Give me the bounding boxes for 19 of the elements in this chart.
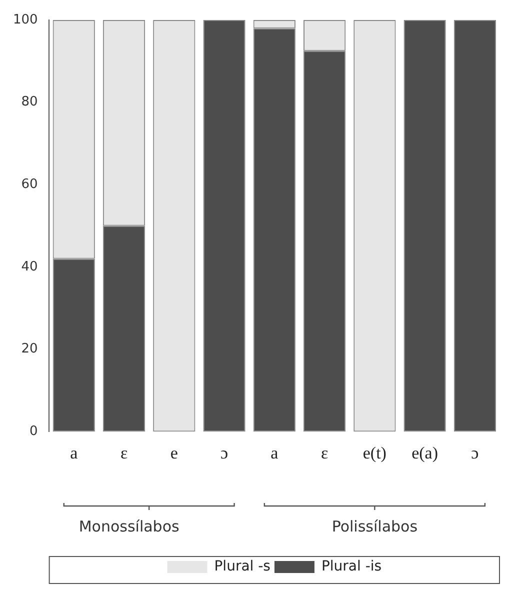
x-tick-label: a (270, 443, 279, 462)
y-tick-label: 100 (12, 12, 38, 28)
x-tick-label: e(a) (412, 443, 438, 462)
x-tick-label: ɔ (471, 443, 479, 462)
x-tick-label: ɛ (320, 443, 328, 462)
x-tick-label: ɛ (120, 443, 128, 462)
x-tick-label: e (170, 443, 178, 462)
legend-label: Plural -s (214, 558, 270, 575)
y-tick-label: 60 (21, 177, 38, 192)
y-tick-label: 80 (21, 94, 38, 110)
text: Monossílabos (78, 517, 180, 536)
x-tick-label: ɔ (220, 443, 228, 462)
legend-label: Plural -is (321, 558, 382, 575)
y-tick-label: 20 (21, 342, 38, 357)
y-tick-label: 40 (21, 259, 38, 274)
y-tick-label: 0 (30, 424, 38, 439)
text: Polissílabos (332, 517, 418, 536)
x-tick-label: e(t) (362, 443, 386, 462)
x-tick-label: a (70, 443, 78, 462)
